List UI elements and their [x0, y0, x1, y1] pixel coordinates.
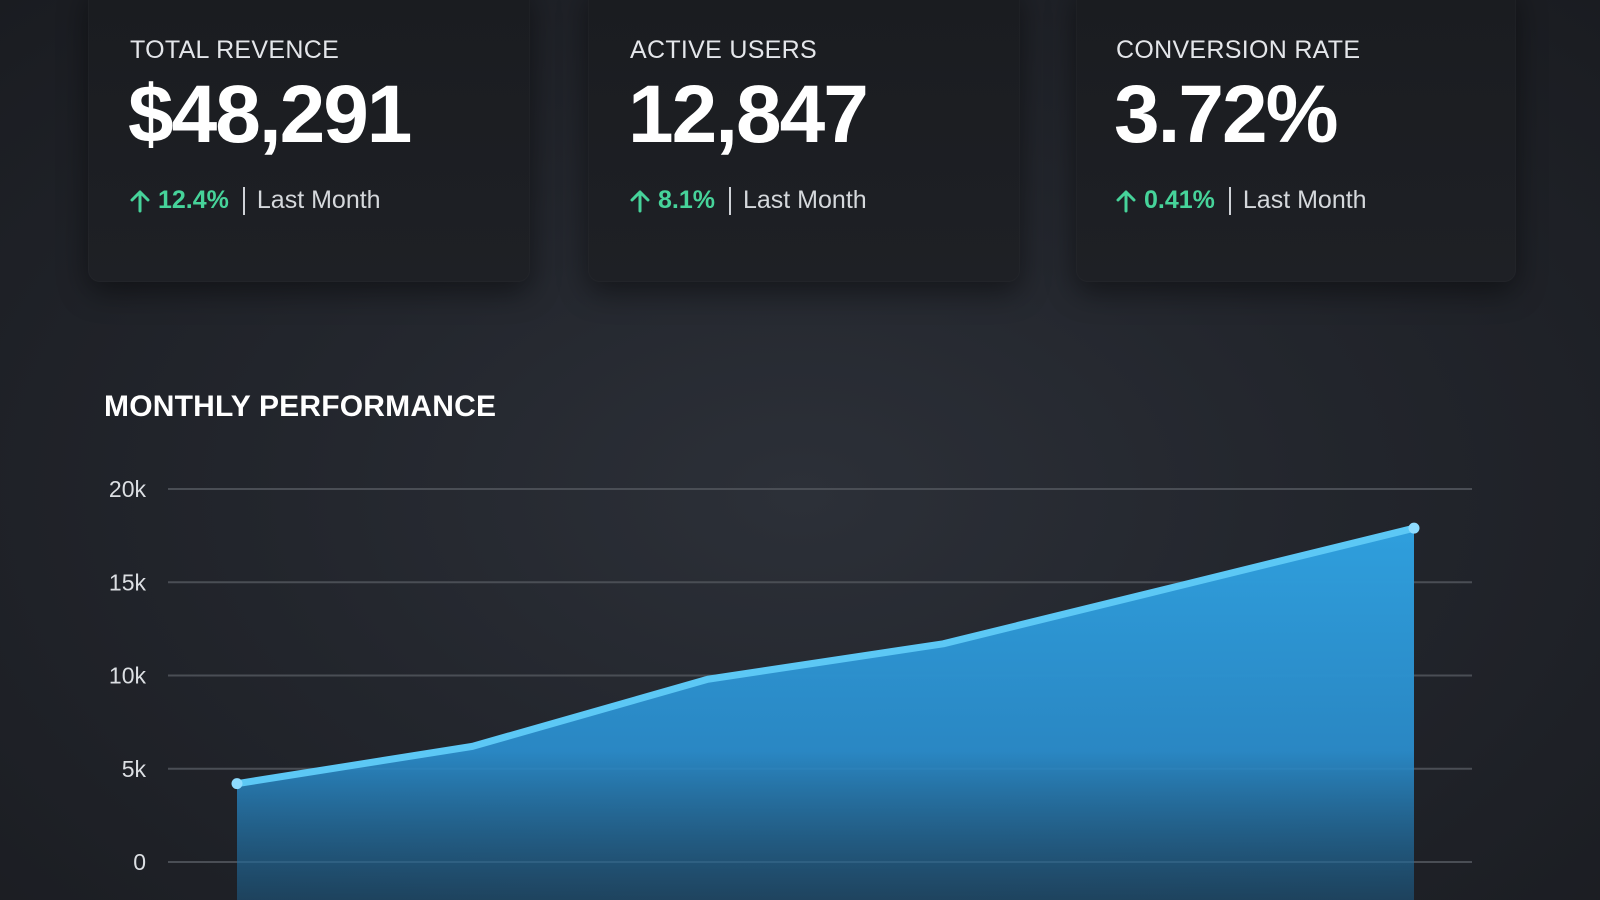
arrow-up-icon: [1116, 190, 1136, 212]
card-value: 12,847: [628, 69, 869, 160]
y-tick-label: 15k: [109, 569, 147, 595]
y-tick-label: 5k: [122, 756, 147, 782]
card-active-users: ACTIVE USERS 12,847 8.1% Last Month: [588, 0, 1020, 282]
change-period: Last Month: [1242, 186, 1367, 214]
divider: [1228, 186, 1231, 215]
arrow-up-icon: [630, 190, 650, 212]
y-tick-label: 0: [133, 849, 146, 875]
series-line: [233, 524, 1418, 788]
card-value: $48,291: [128, 69, 412, 160]
card-label: TOTAL REVENCE: [130, 36, 340, 64]
divider: [728, 186, 731, 215]
change-period: Last Month: [256, 186, 381, 214]
change-value: 8.1%: [658, 186, 715, 214]
arrow-up-icon: [130, 190, 150, 212]
change-value: 12.4%: [158, 186, 229, 214]
card-change: 12.4% Last Month: [130, 186, 381, 215]
y-tick-label: 20k: [109, 476, 147, 502]
card-value: 3.72%: [1114, 69, 1339, 160]
change-value: 0.41%: [1144, 186, 1215, 214]
data-point: [1408, 522, 1420, 534]
chart-title: MONTHLY PERFORMANCE: [104, 390, 497, 423]
area-fill: [237, 528, 1414, 900]
card-change: 8.1% Last Month: [630, 186, 867, 215]
card-conversion-rate: CONVERSION RATE 3.72% 0.41% Last Month: [1076, 0, 1516, 282]
card-total-revenue: TOTAL REVENCE $48,291 12.4% Last Month: [88, 0, 530, 282]
y-tick-label: 10k: [109, 663, 147, 689]
card-label: ACTIVE USERS: [630, 36, 817, 64]
card-change: 0.41% Last Month: [1116, 186, 1367, 215]
divider: [242, 186, 245, 215]
change-period: Last Month: [742, 186, 867, 214]
data-point: [231, 778, 243, 790]
card-label: CONVERSION RATE: [1116, 36, 1361, 64]
